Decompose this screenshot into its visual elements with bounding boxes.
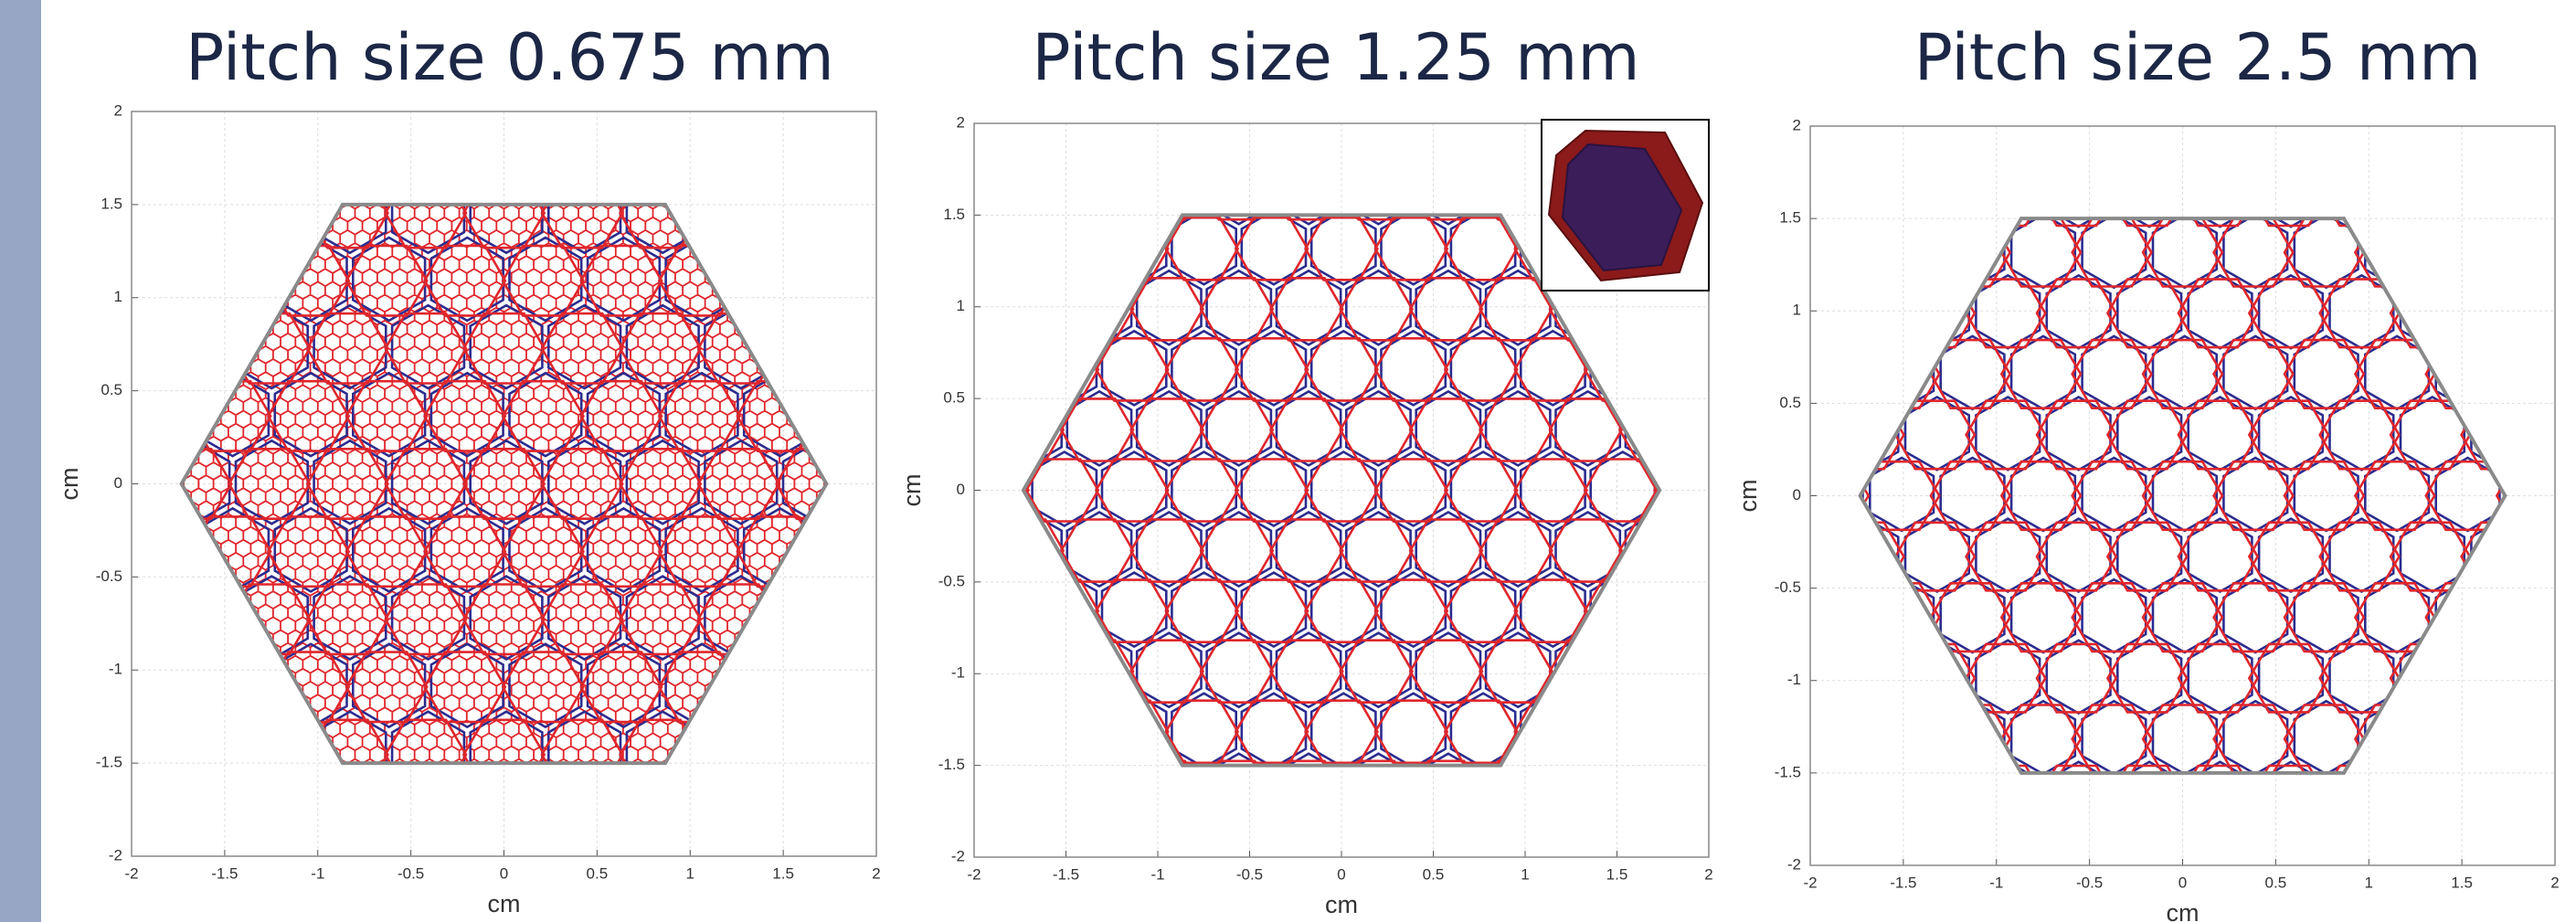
panel-title: Pitch size 1.25 mm — [1032, 20, 1639, 95]
x-tick-label: -1.5 — [211, 864, 238, 882]
y-tick-label: 2 — [114, 101, 122, 119]
y-tick-label: 2 — [957, 113, 965, 131]
x-tick-label: 1.5 — [772, 864, 794, 882]
x-tick-label: -1 — [1150, 865, 1164, 883]
inset — [1542, 120, 1709, 291]
x-tick-label: 1.5 — [2451, 874, 2473, 891]
y-tick-label: -0.5 — [1775, 578, 1801, 596]
y-tick-label: -1.5 — [96, 754, 122, 771]
x-tick-label: 0.5 — [2265, 874, 2287, 891]
slide: Pitch size 0.675 mm -2 -1.5 -1 -0.5 0 0.5 1 1.5 2… — [0, 0, 2576, 922]
y-tick-label: 0.5 — [1779, 394, 1801, 411]
y-tick-label: -2 — [1787, 855, 1801, 873]
y-axis-label: cm — [1734, 480, 1762, 513]
x-tick-label: -1 — [311, 864, 324, 882]
y-tick-label: 1.5 — [943, 206, 965, 223]
y-tick-label: 0 — [1793, 486, 1801, 503]
y-tick-label: 0 — [957, 481, 965, 498]
y-tick-label: -1.5 — [938, 756, 965, 773]
panel-title: Pitch size 0.675 mm — [186, 20, 834, 95]
x-tick-label: -1.5 — [1053, 865, 1079, 883]
y-tick-label: -1 — [109, 661, 122, 678]
x-tick-label: 0 — [1337, 865, 1345, 883]
y-tick-label: -0.5 — [96, 567, 122, 585]
x-tick-label: -0.5 — [2076, 874, 2103, 891]
y-axis-label: cm — [56, 468, 83, 501]
y-tick-label: 1.5 — [1779, 209, 1801, 227]
y-tick-label: -2 — [951, 847, 965, 864]
x-tick-label: 1 — [2365, 874, 2373, 891]
x-tick-label: 1.5 — [1606, 865, 1628, 883]
x-tick-label: -1.5 — [1890, 874, 1916, 891]
y-tick-label: 1 — [1793, 302, 1801, 319]
x-tick-label: -0.5 — [398, 864, 424, 882]
x-tick-label: 2 — [2550, 874, 2559, 891]
y-tick-label: 0.5 — [101, 381, 122, 398]
x-tick-label: -2 — [967, 865, 981, 883]
x-tick-label: 1 — [686, 864, 694, 882]
y-tick-label: 0 — [114, 474, 122, 492]
x-tick-label: 0 — [2178, 874, 2187, 891]
y-tick-label: 1 — [957, 297, 965, 314]
x-tick-label: 0 — [500, 864, 508, 882]
y-tick-label: -2 — [109, 846, 122, 864]
x-axis-label: cm — [488, 890, 521, 917]
x-tick-label: 0.5 — [587, 864, 609, 882]
y-tick-label: 1.5 — [101, 195, 122, 212]
x-tick-label: 1 — [1521, 865, 1529, 883]
side-bar — [0, 0, 41, 922]
panel-title: Pitch size 2.5 mm — [1914, 20, 2482, 95]
x-tick-label: 2 — [872, 864, 880, 882]
y-tick-label: -1 — [1787, 671, 1801, 688]
y-tick-label: 2 — [1793, 116, 1801, 133]
y-tick-label: -1.5 — [1775, 763, 1801, 780]
x-axis-label: cm — [2167, 899, 2200, 922]
x-tick-label: -1 — [1989, 874, 2003, 891]
x-tick-label: 2 — [1704, 865, 1712, 883]
x-tick-label: -2 — [1803, 874, 1817, 891]
y-tick-label: 1 — [114, 288, 122, 305]
y-tick-label: 0.5 — [943, 389, 965, 407]
x-tick-label: -2 — [124, 864, 138, 882]
x-tick-label: -0.5 — [1236, 865, 1263, 883]
y-axis-label: cm — [898, 474, 926, 507]
y-tick-label: -1 — [951, 664, 965, 682]
x-axis-label: cm — [1325, 891, 1358, 918]
y-tick-label: -0.5 — [938, 572, 965, 589]
x-tick-label: 0.5 — [1423, 865, 1445, 883]
